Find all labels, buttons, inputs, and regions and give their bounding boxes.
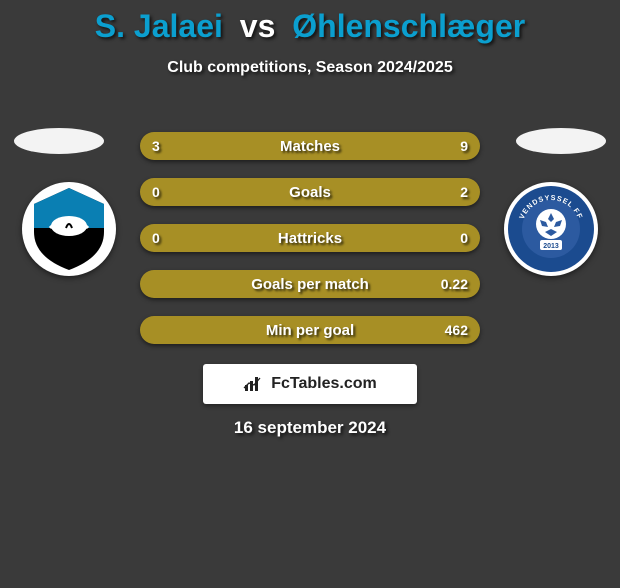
stat-bar-min-per-goal: Min per goal 462 (140, 316, 480, 344)
hb-koge-badge-icon (22, 182, 116, 276)
stat-label: Matches (280, 138, 340, 155)
stat-label: Goals per match (251, 276, 369, 293)
stat-bar-goals: 0 Goals 2 (140, 178, 480, 206)
stat-right-value: 0 (460, 230, 468, 246)
player1-flag (14, 128, 104, 154)
player2-club-badge: 2013 VENDSYSSEL FF (504, 182, 598, 276)
date-text: 16 september 2024 (0, 418, 620, 438)
stat-right-value: 0.22 (441, 276, 468, 292)
stat-left-value: 3 (152, 138, 160, 154)
stat-label: Min per goal (266, 322, 354, 339)
vendsyssel-badge-icon: 2013 VENDSYSSEL FF (504, 182, 598, 276)
player1-name: S. Jalaei (95, 8, 223, 44)
comparison-title: S. Jalaei vs Øhlenschlæger (0, 8, 620, 45)
stat-right-value: 2 (460, 184, 468, 200)
stat-right-value: 9 (460, 138, 468, 154)
stat-label: Goals (289, 184, 331, 201)
stat-bar-hattricks: 0 Hattricks 0 (140, 224, 480, 252)
svg-text:2013: 2013 (543, 243, 559, 250)
fctables-attribution: FcTables.com (203, 364, 417, 404)
player1-club-badge (22, 182, 116, 276)
stat-right-value: 462 (445, 322, 468, 338)
subtitle: Club competitions, Season 2024/2025 (0, 59, 620, 77)
stat-bar-matches: 3 Matches 9 (140, 132, 480, 160)
fctables-text: FcTables.com (271, 375, 377, 393)
stat-left-value: 0 (152, 184, 160, 200)
stat-left-value: 0 (152, 230, 160, 246)
bar-chart-icon (243, 375, 265, 393)
player2-flag (516, 128, 606, 154)
vs-text: vs (240, 8, 276, 44)
stat-label: Hattricks (278, 230, 342, 247)
player2-name: Øhlenschlæger (292, 8, 525, 44)
stat-bar-goals-per-match: Goals per match 0.22 (140, 270, 480, 298)
stat-bars: 3 Matches 9 0 Goals 2 0 Hattricks 0 Goal… (140, 132, 480, 362)
